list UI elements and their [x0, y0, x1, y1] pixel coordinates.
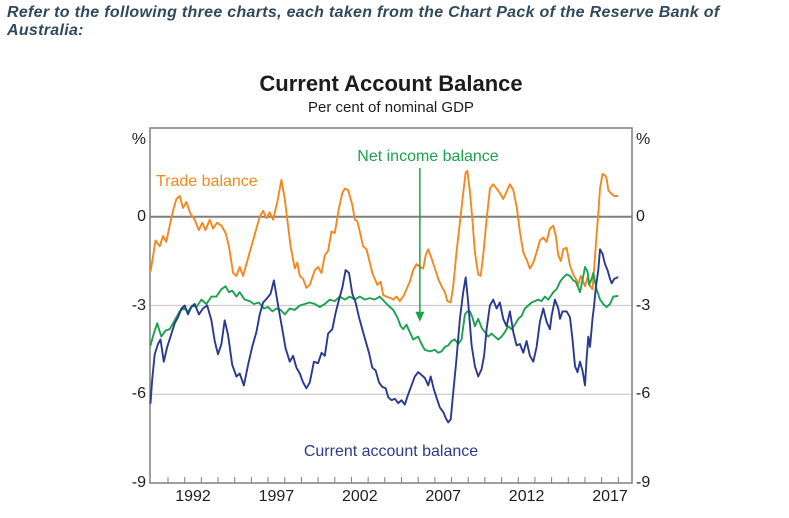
chart-subtitle: Per cent of nominal GDP: [308, 99, 474, 116]
x-axis-label: 2007: [425, 488, 461, 505]
y-axis-label-left: -9: [131, 474, 146, 491]
y-axis-label-left: -3: [131, 296, 146, 314]
trade-balance-series-label: Trade balance: [156, 173, 258, 190]
x-axis-label: 2017: [592, 488, 628, 505]
x-axis-label: 1992: [175, 488, 211, 505]
net-income-arrowhead: [415, 311, 425, 322]
net-income-balance-series-label: Net income balance: [357, 148, 499, 165]
x-axis-label: 2002: [342, 488, 378, 505]
y-axis-label-right: 0: [636, 207, 645, 225]
y-axis-unit-left: %: [131, 131, 146, 148]
y-axis-label-left: 0: [137, 207, 146, 225]
y-axis-label-right: -6: [636, 385, 651, 403]
y-axis-label-left: -6: [131, 385, 146, 403]
chart-title: Current Account Balance: [259, 71, 523, 96]
x-axis-label: 2012: [508, 488, 545, 505]
y-axis-label-right: -9: [636, 474, 651, 491]
instruction-text: Refer to the following three charts, eac…: [7, 4, 720, 39]
x-axis-label: 1997: [258, 488, 295, 505]
y-axis-unit-right: %: [636, 131, 651, 148]
y-axis-label-right: -3: [636, 296, 651, 314]
current-account-balance-series-label: Current account balance: [303, 443, 479, 460]
